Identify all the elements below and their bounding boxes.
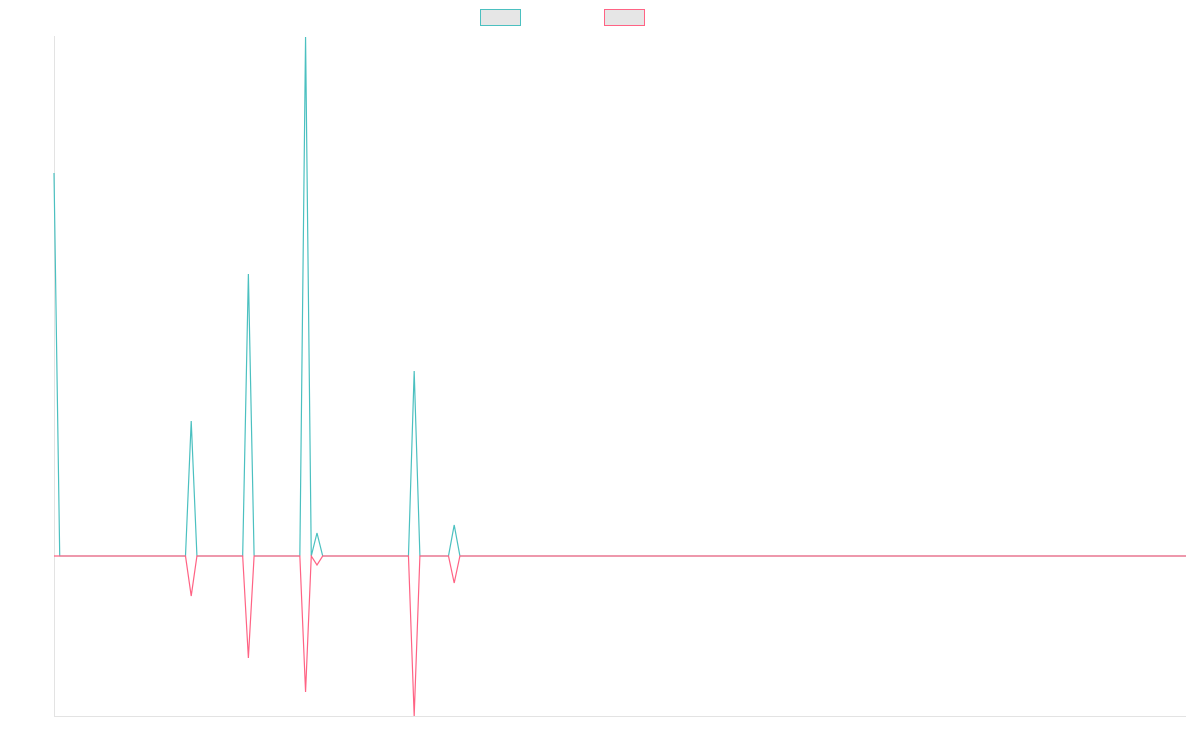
series-line-1	[53, 36, 1186, 557]
series-line-2	[54, 554, 1186, 717]
legend-swatch-2	[604, 9, 645, 26]
legend-swatch-1	[480, 9, 521, 26]
